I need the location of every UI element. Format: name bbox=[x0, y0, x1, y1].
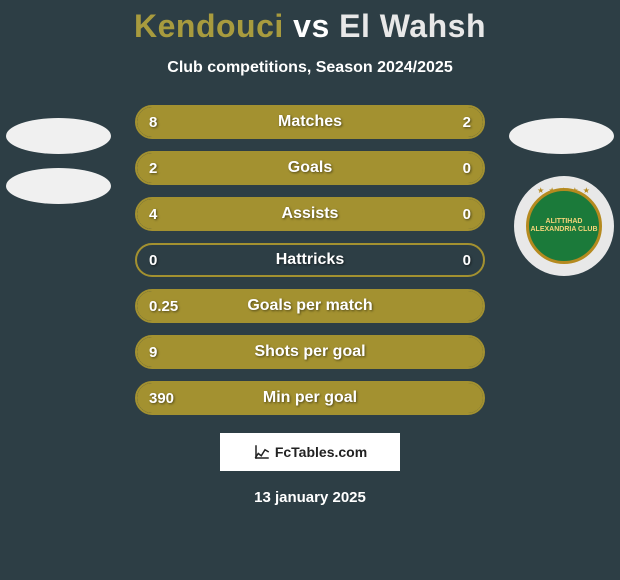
stat-label: Assists bbox=[282, 205, 339, 223]
stat-value-left: 8 bbox=[149, 114, 157, 131]
stat-value-left: 9 bbox=[149, 344, 157, 361]
crest-text: ALITTIHAD ALEXANDRIA CLUB bbox=[530, 218, 597, 233]
stat-value-left: 2 bbox=[149, 160, 157, 177]
stat-label: Hattricks bbox=[276, 251, 344, 269]
stat-label: Shots per goal bbox=[254, 343, 365, 361]
stat-label: Goals bbox=[288, 159, 332, 177]
stat-bar: 390 Min per goal bbox=[135, 381, 485, 415]
date-text: 13 january 2025 bbox=[0, 489, 620, 506]
placeholder-oval bbox=[6, 118, 111, 154]
stat-bar: 9 Shots per goal bbox=[135, 335, 485, 369]
stat-value-right: 0 bbox=[463, 160, 471, 177]
stat-label: Min per goal bbox=[263, 389, 357, 407]
stat-bar: 0.25 Goals per match bbox=[135, 289, 485, 323]
placeholder-oval bbox=[6, 168, 111, 204]
bar-fill-right bbox=[414, 107, 483, 137]
club-crest: ★ ★ ★ ★ ★ ALITTIHAD ALEXANDRIA CLUB bbox=[514, 176, 614, 276]
right-placeholder-ovals bbox=[509, 118, 614, 154]
stat-bar: 4 Assists 0 bbox=[135, 197, 485, 231]
crest-inner: ALITTIHAD ALEXANDRIA CLUB bbox=[526, 188, 602, 264]
comparison-title: Kendouci vs El Wahsh bbox=[0, 0, 620, 45]
stat-label: Matches bbox=[278, 113, 342, 131]
stat-value-right: 0 bbox=[463, 252, 471, 269]
brand-text: FcTables.com bbox=[275, 444, 367, 460]
player1-name: Kendouci bbox=[134, 8, 284, 44]
stat-label: Goals per match bbox=[247, 297, 372, 315]
stat-bar: 2 Goals 0 bbox=[135, 151, 485, 185]
stat-value-left: 0.25 bbox=[149, 298, 178, 315]
stat-value-left: 390 bbox=[149, 390, 174, 407]
chart-icon bbox=[253, 443, 271, 461]
subtitle: Club competitions, Season 2024/2025 bbox=[0, 59, 620, 77]
stat-value-left: 4 bbox=[149, 206, 157, 223]
brand-badge: FcTables.com bbox=[220, 433, 400, 471]
left-placeholder-ovals bbox=[6, 118, 111, 204]
stat-value-left: 0 bbox=[149, 252, 157, 269]
stat-bar: 0 Hattricks 0 bbox=[135, 243, 485, 277]
bar-fill-left bbox=[137, 107, 414, 137]
stat-value-right: 0 bbox=[463, 206, 471, 223]
placeholder-oval bbox=[509, 118, 614, 154]
stat-value-right: 2 bbox=[463, 114, 471, 131]
stat-bar: 8 Matches 2 bbox=[135, 105, 485, 139]
vs-text: vs bbox=[293, 8, 330, 44]
player2-name: El Wahsh bbox=[339, 8, 486, 44]
